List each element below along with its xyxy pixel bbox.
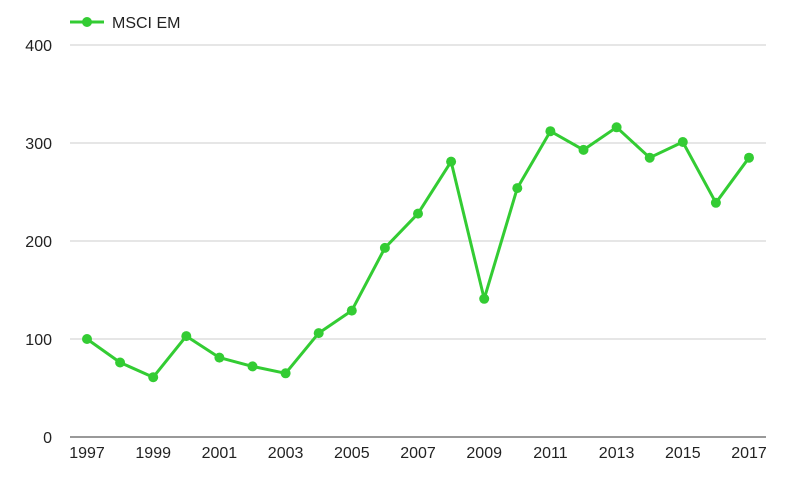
data-point <box>82 334 92 344</box>
y-tick-label: 400 <box>25 38 52 55</box>
data-point <box>744 152 754 163</box>
data-point <box>710 197 721 208</box>
data-point <box>148 372 159 383</box>
data-point <box>214 352 225 363</box>
data-point <box>578 144 589 155</box>
data-point <box>181 331 192 342</box>
series-layer <box>82 122 754 383</box>
x-tick-label: 2015 <box>665 445 701 462</box>
data-point <box>413 208 423 219</box>
data-point <box>677 137 688 147</box>
x-tick-label: 1997 <box>69 445 105 462</box>
data-point <box>346 305 357 316</box>
data-point <box>611 122 622 133</box>
data-point <box>280 368 291 379</box>
data-point <box>446 156 457 167</box>
data-point <box>379 242 390 253</box>
legend: MSCI EM <box>70 15 180 32</box>
x-tick-label: 2003 <box>268 445 304 462</box>
data-point <box>247 361 258 372</box>
legend-point-marker <box>82 17 92 27</box>
data-point <box>313 328 324 339</box>
x-tick-label: 2001 <box>202 445 238 462</box>
y-tick-label: 100 <box>25 332 52 349</box>
y-tick-label: 300 <box>25 136 52 153</box>
data-point <box>479 293 490 304</box>
data-point <box>644 152 655 163</box>
x-tick-label: 2009 <box>466 445 502 462</box>
x-tick-label: 2007 <box>400 445 436 462</box>
data-point <box>545 126 556 137</box>
y-tick-label: 200 <box>25 234 52 251</box>
data-point <box>512 183 523 194</box>
legend-label: MSCI EM <box>112 15 180 32</box>
data-point <box>115 357 126 368</box>
x-tick-label: 1999 <box>135 445 171 462</box>
x-tick-label: 2013 <box>599 445 635 462</box>
x-tick-label: 2017 <box>731 445 767 462</box>
y-tick-label: 0 <box>43 430 52 447</box>
x-tick-label: 2011 <box>533 445 568 462</box>
x-tick-label: 2005 <box>334 445 370 462</box>
x-axis: 1997 1999 2001 2003 2005 2007 2009 2011 2013 2015… <box>69 445 767 462</box>
y-axis-grid: 0 100 200 300 400 <box>25 38 766 447</box>
